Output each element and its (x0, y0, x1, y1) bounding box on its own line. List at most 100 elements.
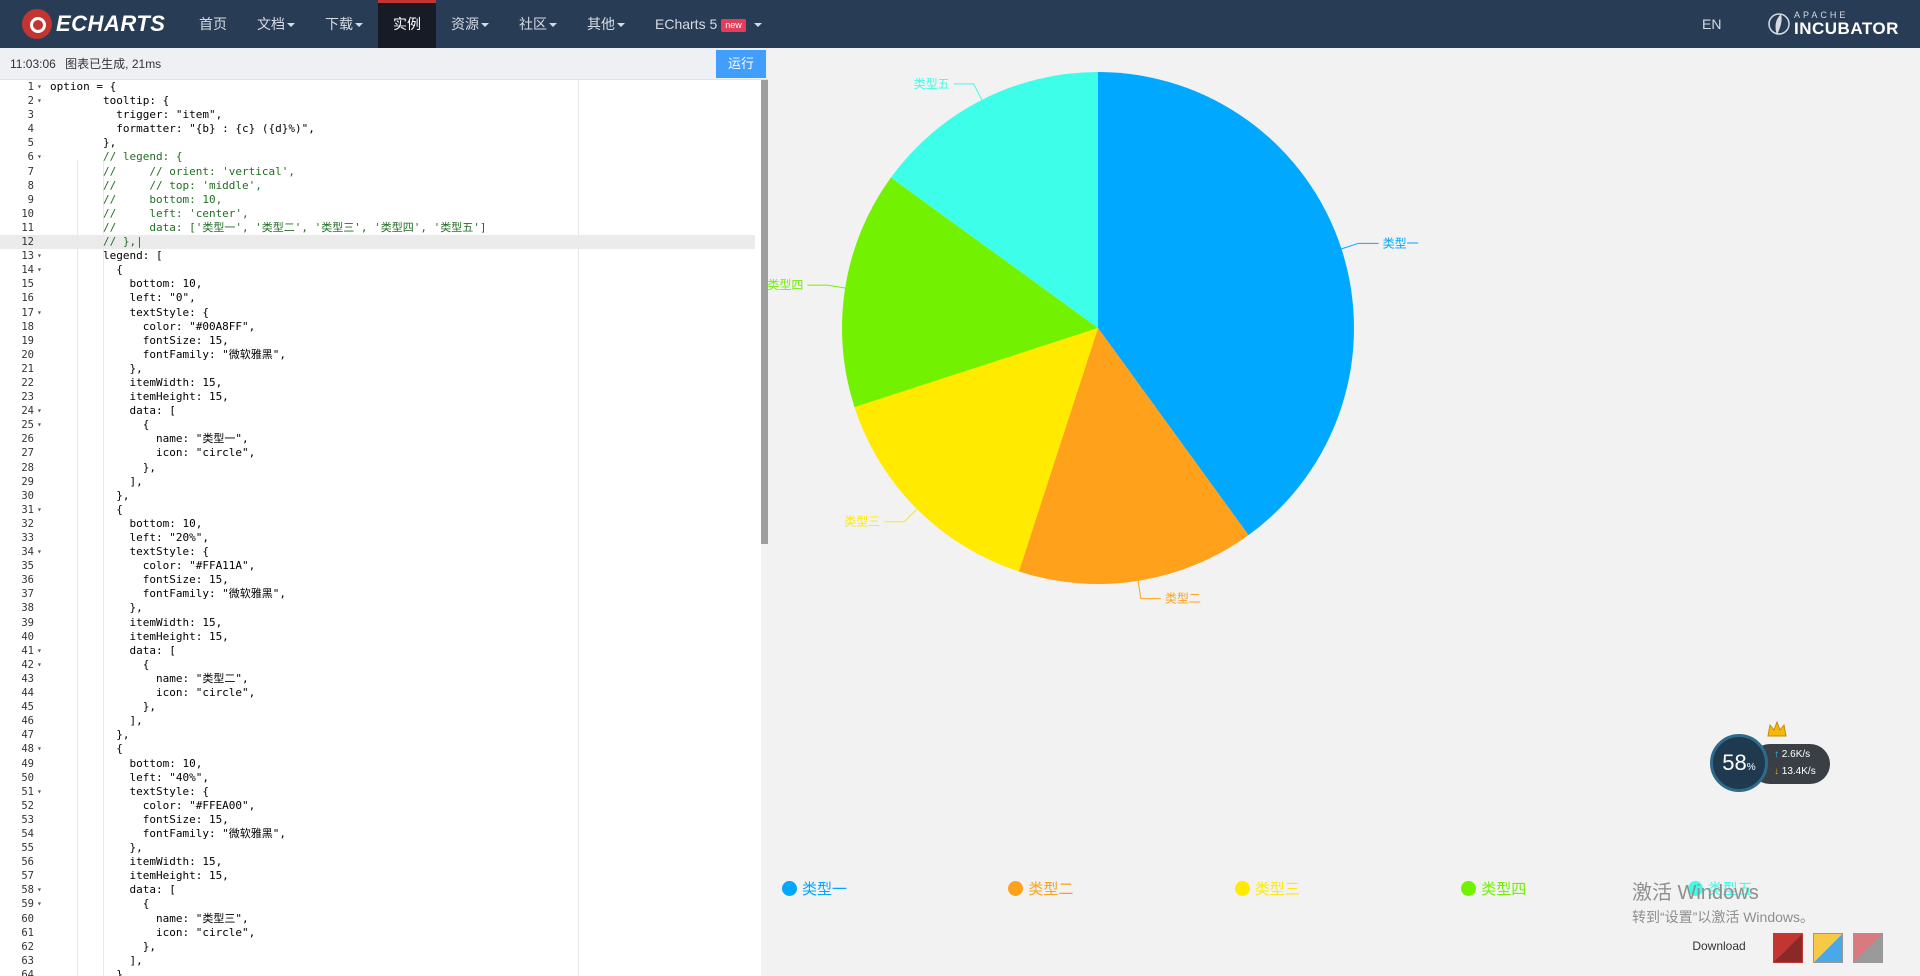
code-line[interactable]: 18 color: "#00A8FF", (0, 320, 755, 334)
code-line[interactable]: 63 ], (0, 954, 755, 968)
code-line[interactable]: 52 color: "#FFEA00", (0, 799, 755, 813)
legend-item[interactable]: 类型三 (1234, 880, 1300, 898)
fold-arrow-icon[interactable]: ▾ (37, 645, 42, 655)
fold-arrow-icon[interactable]: ▾ (37, 307, 42, 317)
code-line[interactable]: 58 ▾ data: [ (0, 883, 755, 897)
code-line[interactable]: 8 // // top: 'middle', (0, 179, 755, 193)
code-line[interactable]: 16 left: "0", (0, 291, 755, 305)
nav-item-2[interactable]: 下载 (310, 0, 378, 48)
code-line[interactable]: 43 name: "类型二", (0, 672, 755, 686)
code-line[interactable]: 12 // },| (0, 235, 755, 250)
code-line[interactable]: 37 fontFamily: "微软雅黑", (0, 587, 755, 601)
apache-incubator-logo[interactable]: APACHE INCUBATOR (1768, 8, 1899, 40)
code-line[interactable]: 24 ▾ data: [ (0, 404, 755, 418)
code-line[interactable]: 61 icon: "circle", (0, 926, 755, 940)
code-line[interactable]: 39 itemWidth: 15, (0, 616, 755, 630)
code-line[interactable]: 6 ▾ // legend: { (0, 150, 755, 164)
code-line[interactable]: 17 ▾ textStyle: { (0, 306, 755, 320)
code-line[interactable]: 48 ▾ { (0, 742, 755, 756)
code-line[interactable]: 15 bottom: 10, (0, 277, 755, 291)
code-line[interactable]: 53 fontSize: 15, (0, 813, 755, 827)
download-button[interactable]: Download (1683, 933, 1755, 959)
code-line[interactable]: 25 ▾ { (0, 418, 755, 432)
code-line[interactable]: 32 bottom: 10, (0, 517, 755, 531)
nav-item-1[interactable]: 文档 (242, 0, 310, 48)
code-line[interactable]: 56 itemWidth: 15, (0, 855, 755, 869)
fold-arrow-icon[interactable]: ▾ (37, 659, 42, 669)
fold-arrow-icon[interactable]: ▾ (37, 406, 42, 416)
fold-arrow-icon[interactable]: ▾ (37, 82, 42, 91)
code-line[interactable]: 19 fontSize: 15, (0, 334, 755, 348)
pie-slice[interactable] (1098, 72, 1354, 536)
fold-arrow-icon[interactable]: ▾ (37, 420, 42, 430)
pie-slice[interactable] (854, 328, 1098, 572)
fold-arrow-icon[interactable]: ▾ (37, 265, 42, 275)
pie-slice[interactable] (890, 72, 1098, 328)
fold-arrow-icon[interactable]: ▾ (37, 251, 42, 261)
code-line[interactable]: 3 trigger: "item", (0, 108, 755, 122)
fold-arrow-icon[interactable]: ▾ (37, 744, 42, 754)
code-lines[interactable]: 1 ▾ option = {2 ▾ tooltip: {3 trigger: "ite… (0, 80, 755, 976)
nav-item-6[interactable]: 其他 (572, 0, 640, 48)
fold-arrow-icon[interactable]: ▾ (37, 899, 42, 909)
code-line[interactable]: 41 ▾ data: [ (0, 644, 755, 658)
code-line[interactable]: 13 ▾ legend: [ (0, 249, 755, 263)
nav-item-echarts5[interactable]: ECharts 5 new (640, 0, 777, 48)
fold-arrow-icon[interactable]: ▾ (37, 504, 42, 514)
language-switch[interactable]: EN (1702, 16, 1722, 32)
code-line[interactable]: 28 }, (0, 461, 755, 475)
code-line[interactable]: 23 itemHeight: 15, (0, 390, 755, 404)
code-line[interactable]: 34 ▾ textStyle: { (0, 545, 755, 559)
code-line[interactable]: 51 ▾ textStyle: { (0, 785, 755, 799)
code-line[interactable]: 64 }, (0, 968, 755, 976)
nav-item-4[interactable]: 资源 (436, 0, 504, 48)
run-button[interactable]: 运行 (716, 50, 766, 78)
code-line[interactable]: 36 fontSize: 15, (0, 573, 755, 587)
theme-thumb-pink-gray[interactable] (1853, 933, 1883, 963)
code-line[interactable]: 57 itemHeight: 15, (0, 869, 755, 883)
fold-arrow-icon[interactable]: ▾ (37, 152, 42, 162)
code-line[interactable]: 20 fontFamily: "微软雅黑", (0, 348, 755, 362)
theme-thumb-red[interactable] (1773, 933, 1803, 963)
code-line[interactable]: 21 }, (0, 362, 755, 376)
code-line[interactable]: 29 ], (0, 475, 755, 489)
pie-slice[interactable] (1018, 328, 1249, 584)
nav-item-3[interactable]: 实例 (378, 0, 436, 48)
legend-item[interactable]: 类型二 (1008, 880, 1073, 898)
fold-arrow-icon[interactable]: ▾ (37, 547, 42, 557)
code-line[interactable]: 7 // // orient: 'vertical', (0, 165, 755, 179)
code-line[interactable]: 22 itemWidth: 15, (0, 376, 755, 390)
code-line[interactable]: 44 icon: "circle", (0, 686, 755, 700)
code-line[interactable]: 55 }, (0, 841, 755, 855)
code-line[interactable]: 62 }, (0, 940, 755, 954)
network-speed-widget[interactable]: 58% ↑ 2.6K/s ↓ 13.4K/s (1710, 720, 1830, 792)
editor-scrollbar[interactable] (761, 80, 768, 976)
code-line[interactable]: 31 ▾ { (0, 503, 755, 517)
code-line[interactable]: 59 ▾ { (0, 897, 755, 911)
pie-chart[interactable]: 类型一 类型二 类型三 类型四 类型五 (768, 48, 1920, 976)
code-line[interactable]: 26 name: "类型一", (0, 432, 755, 446)
code-line[interactable]: 11 // data: ['类型一', '类型二', '类型三', '类型四',… (0, 221, 755, 235)
nav-item-5[interactable]: 社区 (504, 0, 572, 48)
code-line[interactable]: 45 }, (0, 700, 755, 714)
legend-item[interactable]: 类型一 (782, 880, 847, 898)
code-line[interactable]: 35 color: "#FFA11A", (0, 559, 755, 573)
code-line[interactable]: 27 icon: "circle", (0, 446, 755, 460)
fold-arrow-icon[interactable]: ▾ (37, 885, 42, 895)
code-editor[interactable]: 1 ▾ option = {2 ▾ tooltip: {3 trigger: "ite… (0, 80, 768, 976)
code-line[interactable]: 30 }, (0, 489, 755, 503)
theme-thumb-yellow-blue[interactable] (1813, 933, 1843, 963)
code-line[interactable]: 1 ▾ option = { (0, 80, 755, 94)
code-line[interactable]: 4 formatter: "{b} : {c} ({d}%)", (0, 122, 755, 136)
code-line[interactable]: 9 // bottom: 10, (0, 193, 755, 207)
code-line[interactable]: 46 ], (0, 714, 755, 728)
code-line[interactable]: 47 }, (0, 728, 755, 742)
pie-slice[interactable] (842, 177, 1098, 408)
code-line[interactable]: 49 bottom: 10, (0, 757, 755, 771)
fold-arrow-icon[interactable]: ▾ (37, 786, 42, 796)
legend-item[interactable]: 类型四 (1461, 880, 1526, 898)
legend-item[interactable]: 类型五 (1687, 880, 1753, 898)
code-line[interactable]: 50 left: "40%", (0, 771, 755, 785)
code-line[interactable]: 14 ▾ { (0, 263, 755, 277)
code-line[interactable]: 60 name: "类型三", (0, 912, 755, 926)
